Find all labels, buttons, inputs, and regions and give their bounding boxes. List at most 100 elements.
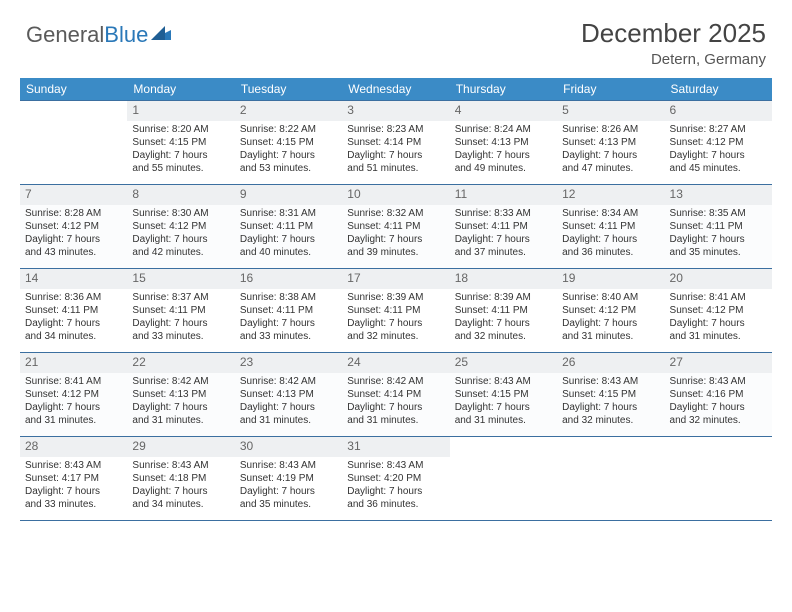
sunrise-text: Sunrise: 8:43 AM xyxy=(25,459,122,472)
sunset-text: Sunset: 4:13 PM xyxy=(240,388,337,401)
sunrise-text: Sunrise: 8:43 AM xyxy=(240,459,337,472)
daylight-text: and 33 minutes. xyxy=(25,498,122,511)
daylight-text: and 31 minutes. xyxy=(25,414,122,427)
month-title: December 2025 xyxy=(581,18,766,49)
sunrise-text: Sunrise: 8:31 AM xyxy=(240,207,337,220)
daylight-text: and 31 minutes. xyxy=(670,330,767,343)
daylight-text: and 32 minutes. xyxy=(347,330,444,343)
sunrise-text: Sunrise: 8:43 AM xyxy=(455,375,552,388)
sunset-text: Sunset: 4:19 PM xyxy=(240,472,337,485)
calendar-day-cell: 19Sunrise: 8:40 AMSunset: 4:12 PMDayligh… xyxy=(557,269,664,353)
sunrise-text: Sunrise: 8:24 AM xyxy=(455,123,552,136)
calendar-day-cell: 22Sunrise: 8:42 AMSunset: 4:13 PMDayligh… xyxy=(127,353,234,437)
day-number: 1 xyxy=(127,101,234,121)
calendar-day-cell: 11Sunrise: 8:33 AMSunset: 4:11 PMDayligh… xyxy=(450,185,557,269)
calendar-body: 1Sunrise: 8:20 AMSunset: 4:15 PMDaylight… xyxy=(20,101,772,521)
sunset-text: Sunset: 4:15 PM xyxy=(562,388,659,401)
calendar-day-cell: 21Sunrise: 8:41 AMSunset: 4:12 PMDayligh… xyxy=(20,353,127,437)
day-number xyxy=(450,437,557,457)
daylight-text: Daylight: 7 hours xyxy=(25,485,122,498)
day-number: 14 xyxy=(20,269,127,289)
sunset-text: Sunset: 4:11 PM xyxy=(455,304,552,317)
calendar-day-cell: 17Sunrise: 8:39 AMSunset: 4:11 PMDayligh… xyxy=(342,269,449,353)
sunrise-text: Sunrise: 8:30 AM xyxy=(132,207,229,220)
sunset-text: Sunset: 4:15 PM xyxy=(240,136,337,149)
sunset-text: Sunset: 4:15 PM xyxy=(132,136,229,149)
calendar-day-cell: 7Sunrise: 8:28 AMSunset: 4:12 PMDaylight… xyxy=(20,185,127,269)
sunrise-text: Sunrise: 8:33 AM xyxy=(455,207,552,220)
day-number: 5 xyxy=(557,101,664,121)
weekday-header: Tuesday xyxy=(235,78,342,101)
daylight-text: Daylight: 7 hours xyxy=(25,233,122,246)
day-number: 16 xyxy=(235,269,342,289)
sunset-text: Sunset: 4:11 PM xyxy=(25,304,122,317)
sunset-text: Sunset: 4:11 PM xyxy=(347,304,444,317)
daylight-text: Daylight: 7 hours xyxy=(25,401,122,414)
calendar-day-cell xyxy=(665,437,772,521)
calendar-day-cell: 23 Sunrise: 8:42 AMSunset: 4:13 PMDayligh… xyxy=(235,353,342,437)
day-number: 13 xyxy=(665,185,772,205)
sunset-text: Sunset: 4:20 PM xyxy=(347,472,444,485)
calendar-day-cell: 25 Sunrise: 8:43 AMSunset: 4:15 PMDayligh… xyxy=(450,353,557,437)
daylight-text: and 36 minutes. xyxy=(347,498,444,511)
sunset-text: Sunset: 4:15 PM xyxy=(455,388,552,401)
daylight-text: Daylight: 7 hours xyxy=(455,149,552,162)
daylight-text: Daylight: 7 hours xyxy=(670,401,767,414)
sunset-text: Sunset: 4:11 PM xyxy=(347,220,444,233)
daylight-text: Daylight: 7 hours xyxy=(670,233,767,246)
daylight-text: and 31 minutes. xyxy=(562,330,659,343)
daylight-text: Daylight: 7 hours xyxy=(347,401,444,414)
day-number: 29 xyxy=(127,437,234,457)
daylight-text: Daylight: 7 hours xyxy=(670,149,767,162)
daylight-text: Daylight: 7 hours xyxy=(455,401,552,414)
day-number: 21 xyxy=(20,353,127,373)
calendar-day-cell: 28Sunrise: 8:43 AMSunset: 4:17 PMDayligh… xyxy=(20,437,127,521)
daylight-text: Daylight: 7 hours xyxy=(132,149,229,162)
calendar-day-cell: 2Sunrise: 8:22 AMSunset: 4:15 PMDaylight… xyxy=(235,101,342,185)
day-number: 22 xyxy=(127,353,234,373)
daylight-text: Daylight: 7 hours xyxy=(562,317,659,330)
daylight-text: and 32 minutes. xyxy=(670,414,767,427)
sunrise-text: Sunrise: 8:42 AM xyxy=(240,375,337,388)
sunset-text: Sunset: 4:14 PM xyxy=(347,388,444,401)
sunrise-text: Sunrise: 8:23 AM xyxy=(347,123,444,136)
sunrise-text: Sunrise: 8:42 AM xyxy=(347,375,444,388)
daylight-text: and 31 minutes. xyxy=(455,414,552,427)
calendar-header-row: Sunday Monday Tuesday Wednesday Thursday… xyxy=(20,78,772,101)
daylight-text: Daylight: 7 hours xyxy=(347,149,444,162)
sunset-text: Sunset: 4:12 PM xyxy=(562,304,659,317)
daylight-text: Daylight: 7 hours xyxy=(240,149,337,162)
calendar-page: GeneralBlue December 2025 Detern, German… xyxy=(0,0,792,539)
daylight-text: and 43 minutes. xyxy=(25,246,122,259)
calendar-day-cell: 3Sunrise: 8:23 AMSunset: 4:14 PMDaylight… xyxy=(342,101,449,185)
day-number: 8 xyxy=(127,185,234,205)
sunrise-text: Sunrise: 8:40 AM xyxy=(562,291,659,304)
sunrise-text: Sunrise: 8:43 AM xyxy=(562,375,659,388)
sunset-text: Sunset: 4:13 PM xyxy=(562,136,659,149)
sunset-text: Sunset: 4:17 PM xyxy=(25,472,122,485)
weekday-header: Sunday xyxy=(20,78,127,101)
sunrise-text: Sunrise: 8:39 AM xyxy=(455,291,552,304)
daylight-text: and 31 minutes. xyxy=(132,414,229,427)
sunrise-text: Sunrise: 8:43 AM xyxy=(347,459,444,472)
day-number xyxy=(557,437,664,457)
day-number: 25 xyxy=(450,353,557,373)
sunrise-text: Sunrise: 8:34 AM xyxy=(562,207,659,220)
location-label: Detern, Germany xyxy=(581,51,766,68)
calendar-week-row: 1Sunrise: 8:20 AMSunset: 4:15 PMDaylight… xyxy=(20,101,772,185)
sunrise-text: Sunrise: 8:22 AM xyxy=(240,123,337,136)
day-number: 26 xyxy=(557,353,664,373)
day-number xyxy=(665,437,772,457)
daylight-text: Daylight: 7 hours xyxy=(240,401,337,414)
day-number: 18 xyxy=(450,269,557,289)
sunrise-text: Sunrise: 8:42 AM xyxy=(132,375,229,388)
daylight-text: and 34 minutes. xyxy=(25,330,122,343)
day-number: 11 xyxy=(450,185,557,205)
sunset-text: Sunset: 4:12 PM xyxy=(25,388,122,401)
day-number: 23 xyxy=(235,353,342,373)
daylight-text: Daylight: 7 hours xyxy=(347,233,444,246)
daylight-text: and 36 minutes. xyxy=(562,246,659,259)
weekday-header: Monday xyxy=(127,78,234,101)
calendar-day-cell: 20Sunrise: 8:41 AMSunset: 4:12 PMDayligh… xyxy=(665,269,772,353)
calendar-day-cell: 16Sunrise: 8:38 AMSunset: 4:11 PMDayligh… xyxy=(235,269,342,353)
